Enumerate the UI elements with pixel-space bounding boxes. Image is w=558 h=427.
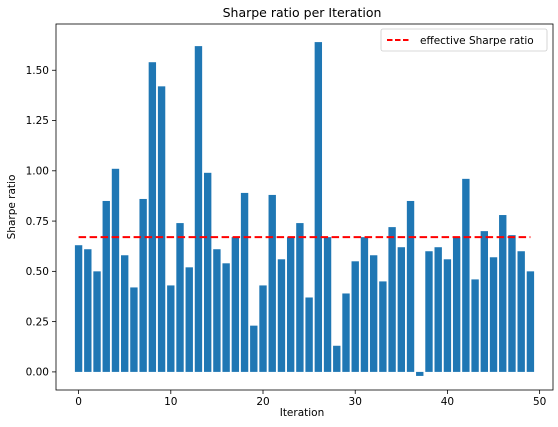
chart-title: Sharpe ratio per Iteration bbox=[223, 5, 382, 20]
bar-iteration-44 bbox=[480, 231, 488, 372]
x-tick-label: 50 bbox=[533, 396, 546, 408]
x-tick-label: 30 bbox=[349, 396, 362, 408]
bar-iteration-22 bbox=[277, 259, 286, 372]
bar-iteration-27 bbox=[323, 237, 332, 372]
bar-iteration-13 bbox=[194, 46, 203, 372]
bar-iteration-47 bbox=[508, 235, 516, 372]
bars-group bbox=[74, 42, 535, 376]
bar-iteration-10 bbox=[167, 285, 175, 372]
bar-iteration-29 bbox=[342, 293, 350, 372]
bar-iteration-15 bbox=[213, 249, 221, 372]
bar-iteration-38 bbox=[425, 251, 433, 372]
bar-iteration-42 bbox=[462, 178, 470, 372]
y-tick-label: 0.50 bbox=[26, 266, 49, 278]
x-tick-label: 20 bbox=[256, 396, 269, 408]
bar-iteration-6 bbox=[130, 287, 138, 372]
bar-iteration-32 bbox=[369, 255, 378, 372]
bar-iteration-11 bbox=[176, 223, 184, 372]
bar-iteration-23 bbox=[286, 237, 295, 372]
y-axis-label: Sharpe ratio bbox=[6, 175, 18, 240]
bar-iteration-3 bbox=[102, 200, 110, 372]
bar-iteration-18 bbox=[240, 192, 249, 372]
x-axis-label: Iteration bbox=[280, 407, 325, 419]
bar-iteration-49 bbox=[526, 271, 535, 372]
y-tick-label: 1.50 bbox=[26, 65, 49, 77]
bar-iteration-9 bbox=[157, 86, 166, 372]
bar-iteration-4 bbox=[111, 168, 120, 372]
bar-iteration-25 bbox=[305, 297, 313, 372]
bar-iteration-43 bbox=[471, 279, 479, 372]
bar-iteration-5 bbox=[121, 255, 129, 372]
bar-iteration-1 bbox=[84, 249, 92, 372]
bar-iteration-12 bbox=[185, 267, 193, 372]
x-tick-label: 0 bbox=[75, 396, 82, 408]
bar-iteration-14 bbox=[203, 172, 212, 372]
y-tick-label: 0.75 bbox=[26, 216, 49, 228]
bar-iteration-33 bbox=[379, 281, 387, 372]
bar-iteration-46 bbox=[499, 215, 507, 372]
bar-iteration-30 bbox=[351, 261, 359, 372]
legend: effective Sharpe ratio bbox=[380, 28, 548, 52]
y-tick-label: 1.25 bbox=[26, 115, 49, 127]
bar-iteration-21 bbox=[268, 194, 276, 372]
y-axis: 0.00 0.25 0.50 0.75 1.00 1.25 1.50 bbox=[26, 65, 56, 379]
bar-iteration-40 bbox=[443, 259, 452, 372]
bar-iteration-7 bbox=[139, 198, 147, 372]
legend-label: effective Sharpe ratio bbox=[420, 35, 534, 47]
y-tick-label: 0.00 bbox=[26, 367, 49, 379]
bar-iteration-8 bbox=[148, 62, 157, 372]
bar-iteration-0 bbox=[74, 245, 83, 372]
bar-iteration-36 bbox=[406, 200, 415, 372]
bar-iteration-37 bbox=[416, 371, 424, 376]
bar-iteration-17 bbox=[231, 237, 240, 372]
bar-iteration-2 bbox=[93, 271, 101, 372]
legend-box bbox=[380, 28, 548, 52]
x-tick-label: 10 bbox=[164, 396, 177, 408]
bar-iteration-19 bbox=[250, 325, 258, 372]
y-tick-label: 1.00 bbox=[26, 166, 49, 178]
bar-iteration-45 bbox=[489, 257, 498, 372]
bar-iteration-20 bbox=[259, 285, 267, 372]
bar-iteration-16 bbox=[222, 263, 230, 372]
bar-iteration-31 bbox=[360, 237, 369, 372]
bar-iteration-35 bbox=[397, 247, 406, 372]
bar-iteration-26 bbox=[314, 42, 323, 372]
bar-iteration-39 bbox=[434, 247, 442, 372]
y-tick-label: 0.25 bbox=[26, 316, 49, 328]
bar-iteration-41 bbox=[452, 237, 461, 372]
x-tick-label: 40 bbox=[441, 396, 454, 408]
plot-frame bbox=[55, 23, 554, 391]
bar-iteration-24 bbox=[296, 223, 304, 372]
bar-iteration-28 bbox=[333, 345, 341, 372]
bar-iteration-48 bbox=[517, 251, 525, 372]
x-axis: 0 10 20 30 40 50 bbox=[75, 390, 546, 408]
bar-iteration-34 bbox=[388, 227, 396, 372]
